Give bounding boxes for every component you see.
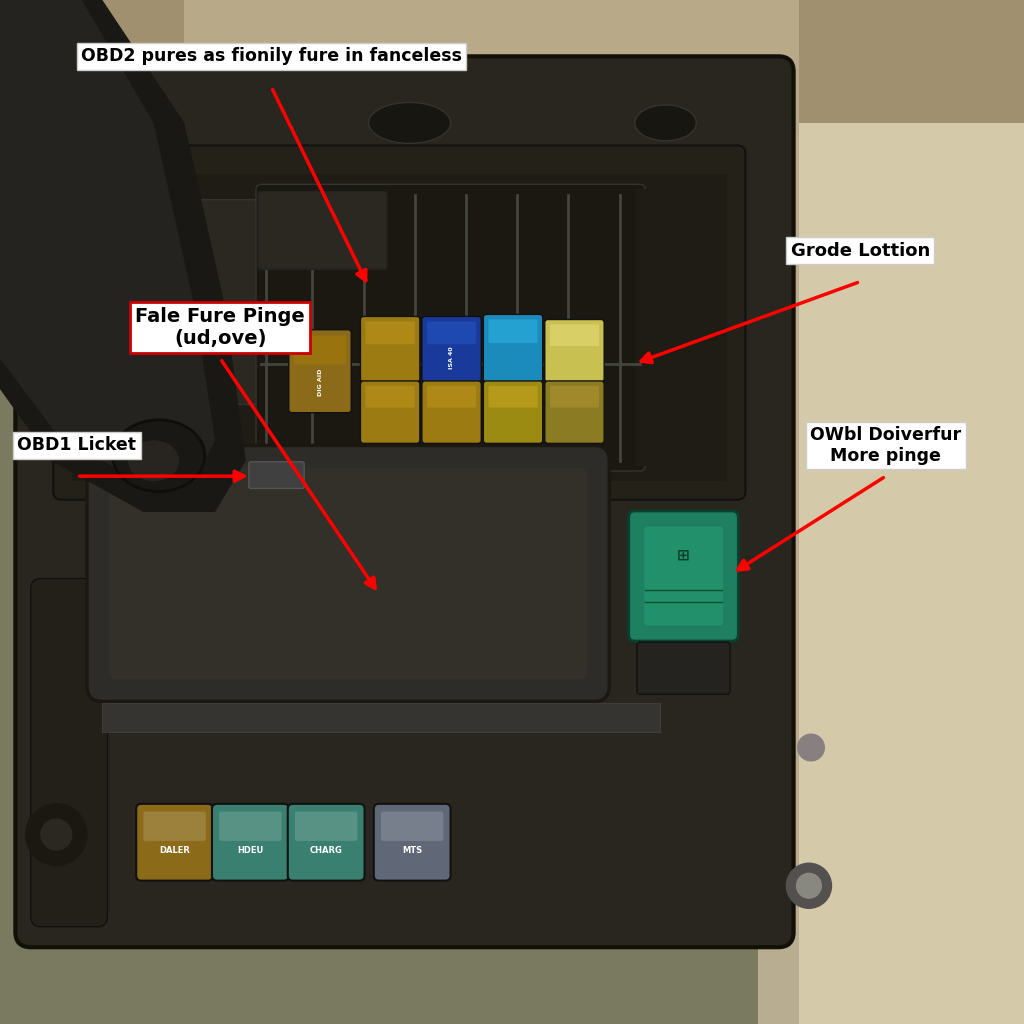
FancyBboxPatch shape — [102, 703, 660, 732]
Polygon shape — [758, 0, 799, 1024]
FancyBboxPatch shape — [87, 445, 609, 701]
FancyBboxPatch shape — [110, 468, 587, 679]
Ellipse shape — [113, 420, 205, 492]
Circle shape — [41, 819, 72, 850]
FancyBboxPatch shape — [219, 812, 282, 841]
FancyBboxPatch shape — [644, 526, 723, 626]
FancyBboxPatch shape — [545, 319, 604, 382]
FancyBboxPatch shape — [294, 336, 346, 365]
FancyBboxPatch shape — [15, 56, 794, 947]
FancyBboxPatch shape — [53, 145, 745, 500]
FancyBboxPatch shape — [483, 381, 543, 443]
Text: OBD2 pures as fionily fure in fanceless: OBD2 pures as fionily fure in fanceless — [81, 47, 462, 66]
Text: OBD1 Licket: OBD1 Licket — [17, 436, 136, 455]
FancyBboxPatch shape — [550, 325, 599, 346]
Text: DALER: DALER — [159, 846, 190, 855]
Text: ISA 40: ISA 40 — [450, 347, 454, 370]
Polygon shape — [778, 0, 1024, 1024]
FancyBboxPatch shape — [258, 191, 387, 269]
FancyBboxPatch shape — [629, 511, 738, 641]
Text: DIG AID: DIG AID — [317, 369, 323, 396]
Text: HDEU: HDEU — [238, 846, 263, 855]
FancyBboxPatch shape — [381, 812, 443, 841]
FancyBboxPatch shape — [84, 222, 152, 331]
FancyBboxPatch shape — [141, 336, 186, 386]
Text: Fale Fure Pinge
(ud,ove): Fale Fure Pinge (ud,ove) — [135, 307, 305, 348]
Circle shape — [798, 734, 824, 761]
Circle shape — [26, 804, 87, 865]
FancyBboxPatch shape — [422, 381, 481, 443]
FancyBboxPatch shape — [77, 200, 261, 404]
FancyBboxPatch shape — [427, 386, 476, 408]
FancyBboxPatch shape — [249, 462, 304, 488]
Ellipse shape — [369, 102, 451, 143]
FancyBboxPatch shape — [295, 812, 357, 841]
FancyBboxPatch shape — [360, 316, 420, 382]
Text: OWbl Doiverfur
More pinge: OWbl Doiverfur More pinge — [810, 426, 962, 465]
Ellipse shape — [635, 105, 696, 140]
FancyBboxPatch shape — [212, 804, 289, 881]
FancyBboxPatch shape — [635, 189, 722, 466]
FancyBboxPatch shape — [360, 381, 420, 443]
FancyBboxPatch shape — [483, 314, 543, 382]
Polygon shape — [0, 0, 1024, 123]
Text: CHARG: CHARG — [309, 846, 343, 855]
Text: Grode Lottion: Grode Lottion — [791, 242, 930, 260]
FancyBboxPatch shape — [366, 322, 415, 344]
FancyBboxPatch shape — [488, 386, 538, 408]
Polygon shape — [0, 0, 246, 512]
FancyBboxPatch shape — [289, 330, 351, 413]
Text: ⊞: ⊞ — [677, 547, 690, 562]
Circle shape — [797, 873, 821, 898]
Circle shape — [786, 863, 831, 908]
FancyBboxPatch shape — [256, 184, 645, 471]
FancyBboxPatch shape — [545, 381, 604, 443]
FancyBboxPatch shape — [374, 804, 451, 881]
FancyBboxPatch shape — [488, 319, 538, 343]
FancyBboxPatch shape — [143, 812, 206, 841]
FancyBboxPatch shape — [31, 579, 108, 927]
Ellipse shape — [128, 440, 179, 481]
FancyBboxPatch shape — [637, 642, 730, 694]
FancyBboxPatch shape — [136, 804, 213, 881]
FancyBboxPatch shape — [288, 804, 365, 881]
FancyBboxPatch shape — [72, 174, 727, 481]
FancyBboxPatch shape — [422, 316, 481, 382]
FancyBboxPatch shape — [550, 386, 599, 408]
FancyBboxPatch shape — [366, 386, 415, 408]
FancyBboxPatch shape — [141, 223, 186, 330]
Polygon shape — [184, 0, 799, 133]
Text: MTS: MTS — [402, 846, 422, 855]
Polygon shape — [0, 0, 215, 481]
FancyBboxPatch shape — [427, 322, 476, 344]
